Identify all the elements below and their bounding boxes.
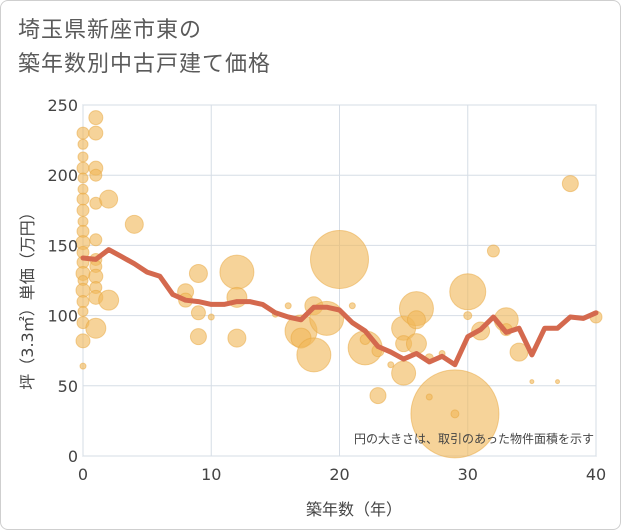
x-tick-label: 40	[586, 465, 606, 484]
data-bubble	[76, 192, 90, 206]
data-bubble	[284, 302, 292, 310]
data-bubble	[425, 393, 433, 401]
data-bubble	[124, 214, 144, 234]
chart-title-line1: 埼玉県新座市東の	[18, 18, 203, 43]
data-bubble	[77, 172, 89, 184]
data-bubble	[406, 310, 426, 330]
chart-title-line2: 築年数別中古戸建て価格	[18, 52, 272, 77]
bubble-size-note: 円の大きさは、取引のあった物件面積を示す	[354, 431, 594, 446]
data-bubble	[85, 317, 107, 339]
data-bubble	[76, 295, 90, 309]
average-line-layer	[80, 247, 599, 368]
data-bubble	[555, 379, 561, 385]
data-bubble	[189, 328, 207, 346]
data-bubble	[369, 387, 387, 405]
grid-lines	[82, 104, 597, 457]
data-bubble	[76, 203, 90, 217]
data-bubble	[561, 175, 579, 193]
data-bubble	[463, 311, 473, 321]
data-bubble	[486, 244, 500, 258]
chart-title: 埼玉県新座市東の 築年数別中古戸建て価格	[18, 14, 578, 82]
data-bubble	[89, 168, 103, 182]
x-axis-label: 築年数（年）	[306, 500, 402, 519]
data-bubble	[98, 289, 120, 311]
data-bubble	[188, 263, 208, 283]
y-tick-label: 50	[58, 377, 78, 396]
data-bubble	[88, 110, 104, 126]
data-bubble	[529, 379, 535, 385]
y-axis-label: 坪（3.3㎡）単価（万円）	[18, 204, 37, 389]
data-bubble	[190, 305, 206, 321]
data-bubble	[219, 254, 255, 290]
y-tick-label: 200	[47, 166, 78, 185]
data-bubble	[76, 161, 90, 175]
data-bubble	[99, 189, 119, 209]
y-tick-label: 150	[47, 236, 78, 255]
x-tick-label: 20	[329, 465, 349, 484]
y-tick-label: 0	[68, 447, 78, 466]
data-bubble	[77, 305, 89, 317]
average-price-line	[80, 247, 599, 368]
y-tick-label: 100	[47, 307, 78, 326]
data-bubble	[89, 233, 103, 247]
data-bubble	[405, 333, 427, 355]
data-bubble	[296, 337, 332, 373]
data-bubble	[75, 333, 91, 349]
data-bubble	[391, 360, 417, 386]
data-bubble	[76, 126, 90, 140]
data-bubble	[227, 328, 247, 348]
data-bubble	[387, 361, 395, 369]
data-bubble	[310, 229, 369, 289]
data-bubble	[207, 313, 215, 321]
data-bubble	[77, 138, 89, 150]
y-tick-label: 250	[47, 96, 78, 115]
tick-labels: 0 10 20 30 40 0 50 100 150 200 250	[47, 96, 606, 484]
data-bubble	[348, 302, 356, 310]
data-bubble	[449, 273, 487, 311]
x-tick-label: 30	[458, 465, 478, 484]
data-bubble	[79, 362, 87, 370]
x-tick-label: 0	[78, 465, 88, 484]
data-bubble	[88, 125, 104, 141]
data-bubble	[77, 151, 89, 163]
x-tick-label: 10	[201, 465, 221, 484]
data-bubble	[450, 409, 460, 419]
